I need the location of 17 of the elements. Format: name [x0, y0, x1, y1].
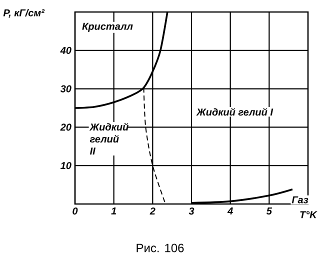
x-tick-label: 1 — [111, 208, 116, 214]
x-tick-label: 2 — [150, 208, 156, 215]
x-axis-title: T°K — [300, 211, 318, 218]
x-tick-label: 4 — [227, 208, 233, 214]
annotation: Жидкий гелий II — [89, 122, 128, 154]
x-tick-label: 5 — [266, 208, 272, 215]
annotation: Жидкий гелий I — [196, 108, 274, 116]
x-tick-label: 3 — [188, 208, 194, 215]
y-tick-label: 40 — [60, 46, 72, 54]
y-tick-label: 10 — [60, 162, 72, 170]
x-tick-label: 0 — [72, 208, 78, 215]
annotation: Кристалл — [82, 22, 133, 32]
text: Рис. 106 — [136, 244, 184, 252]
y-tick-label: 30 — [60, 85, 72, 92]
y-axis-title: P, кГ/см² — [3, 9, 45, 18]
annotation: Газ — [292, 196, 308, 204]
y-tick-label: 20 — [60, 124, 72, 131]
